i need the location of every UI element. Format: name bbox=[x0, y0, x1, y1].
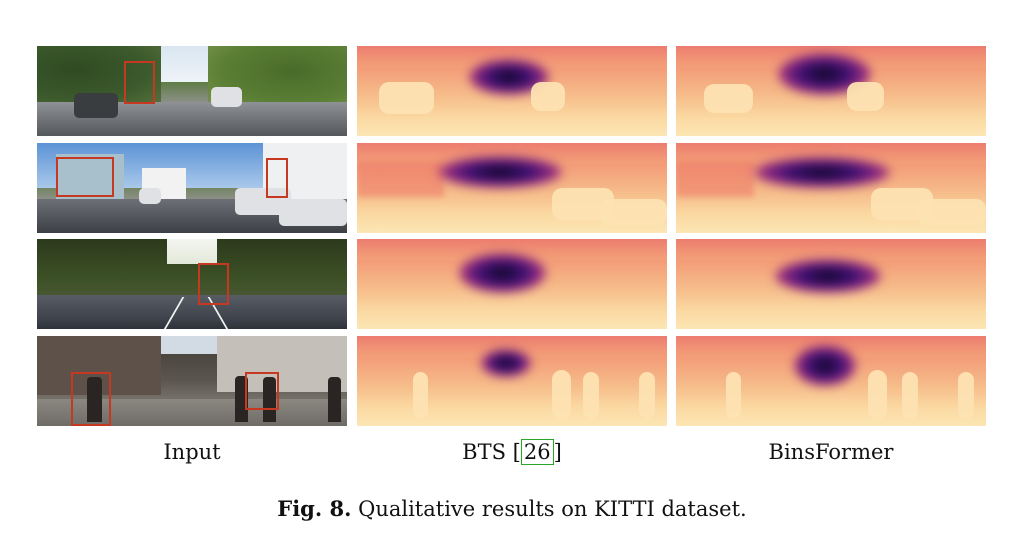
input-image-row3 bbox=[37, 239, 347, 329]
column-label-input: Input bbox=[37, 440, 347, 464]
near-object bbox=[378, 82, 435, 114]
car bbox=[278, 198, 347, 226]
near-object bbox=[703, 83, 754, 114]
input-image-row1 bbox=[37, 46, 347, 136]
near-object bbox=[868, 370, 887, 420]
depth-side bbox=[676, 161, 754, 197]
highlight-box bbox=[198, 263, 230, 305]
binsformer-depth-row2 bbox=[676, 143, 986, 233]
near-object bbox=[917, 198, 986, 226]
input-image-row2 bbox=[37, 143, 347, 233]
depth-band bbox=[357, 143, 667, 163]
bts-depth-row1 bbox=[357, 46, 667, 136]
label-text: BTS bbox=[462, 440, 506, 464]
pedestrian bbox=[328, 377, 341, 423]
car bbox=[139, 188, 161, 205]
car bbox=[74, 92, 118, 118]
figure-caption: Fig. 8. Qualitative results on KITTI dat… bbox=[0, 496, 1024, 521]
far-region bbox=[753, 157, 890, 188]
near-object bbox=[639, 372, 655, 419]
highlight-box bbox=[266, 158, 289, 198]
sky-region bbox=[167, 239, 217, 265]
near-object bbox=[598, 198, 667, 226]
far-region bbox=[459, 253, 547, 293]
input-image-row4 bbox=[37, 336, 347, 426]
near-object bbox=[530, 82, 565, 111]
bts-depth-row2 bbox=[357, 143, 667, 233]
label-text: BinsFormer bbox=[768, 440, 894, 464]
near-object bbox=[552, 370, 571, 420]
caption-text: Qualitative results on KITTI dataset. bbox=[358, 497, 747, 521]
bts-depth-row3 bbox=[357, 239, 667, 329]
near-object bbox=[958, 372, 974, 419]
depth-band bbox=[357, 239, 667, 259]
far-region bbox=[437, 155, 562, 188]
near-object bbox=[725, 372, 742, 419]
highlight-box bbox=[244, 372, 279, 410]
near-object bbox=[412, 372, 429, 419]
binsformer-depth-row1 bbox=[676, 46, 986, 136]
sky-region bbox=[161, 336, 217, 354]
near-object bbox=[846, 82, 884, 111]
depth-band bbox=[676, 239, 986, 259]
highlight-box bbox=[55, 157, 115, 197]
label-text: Input bbox=[163, 440, 221, 464]
road bbox=[37, 294, 347, 329]
depth-band bbox=[357, 336, 667, 356]
pedestrian bbox=[86, 377, 103, 423]
far-region bbox=[481, 348, 531, 378]
column-label-bts: BTS [26] bbox=[462, 439, 562, 465]
bts-depth-row4 bbox=[357, 336, 667, 426]
caption-prefix: Fig. 8. bbox=[277, 496, 352, 521]
highlight-box bbox=[71, 372, 112, 426]
depth-band bbox=[357, 46, 667, 66]
binsformer-depth-row3 bbox=[676, 239, 986, 329]
depth-side bbox=[357, 161, 444, 197]
near-object bbox=[902, 372, 918, 419]
column-label-binsformer: BinsFormer bbox=[676, 440, 986, 464]
car bbox=[210, 87, 242, 108]
binsformer-depth-row4 bbox=[676, 336, 986, 426]
pedestrian bbox=[235, 375, 248, 423]
far-region bbox=[793, 345, 856, 387]
far-region bbox=[775, 258, 881, 293]
depth-band bbox=[676, 143, 986, 163]
pedestrian bbox=[263, 377, 276, 423]
near-object bbox=[583, 372, 599, 419]
highlight-box bbox=[123, 61, 155, 104]
citation-link[interactable]: 26 bbox=[520, 439, 554, 465]
